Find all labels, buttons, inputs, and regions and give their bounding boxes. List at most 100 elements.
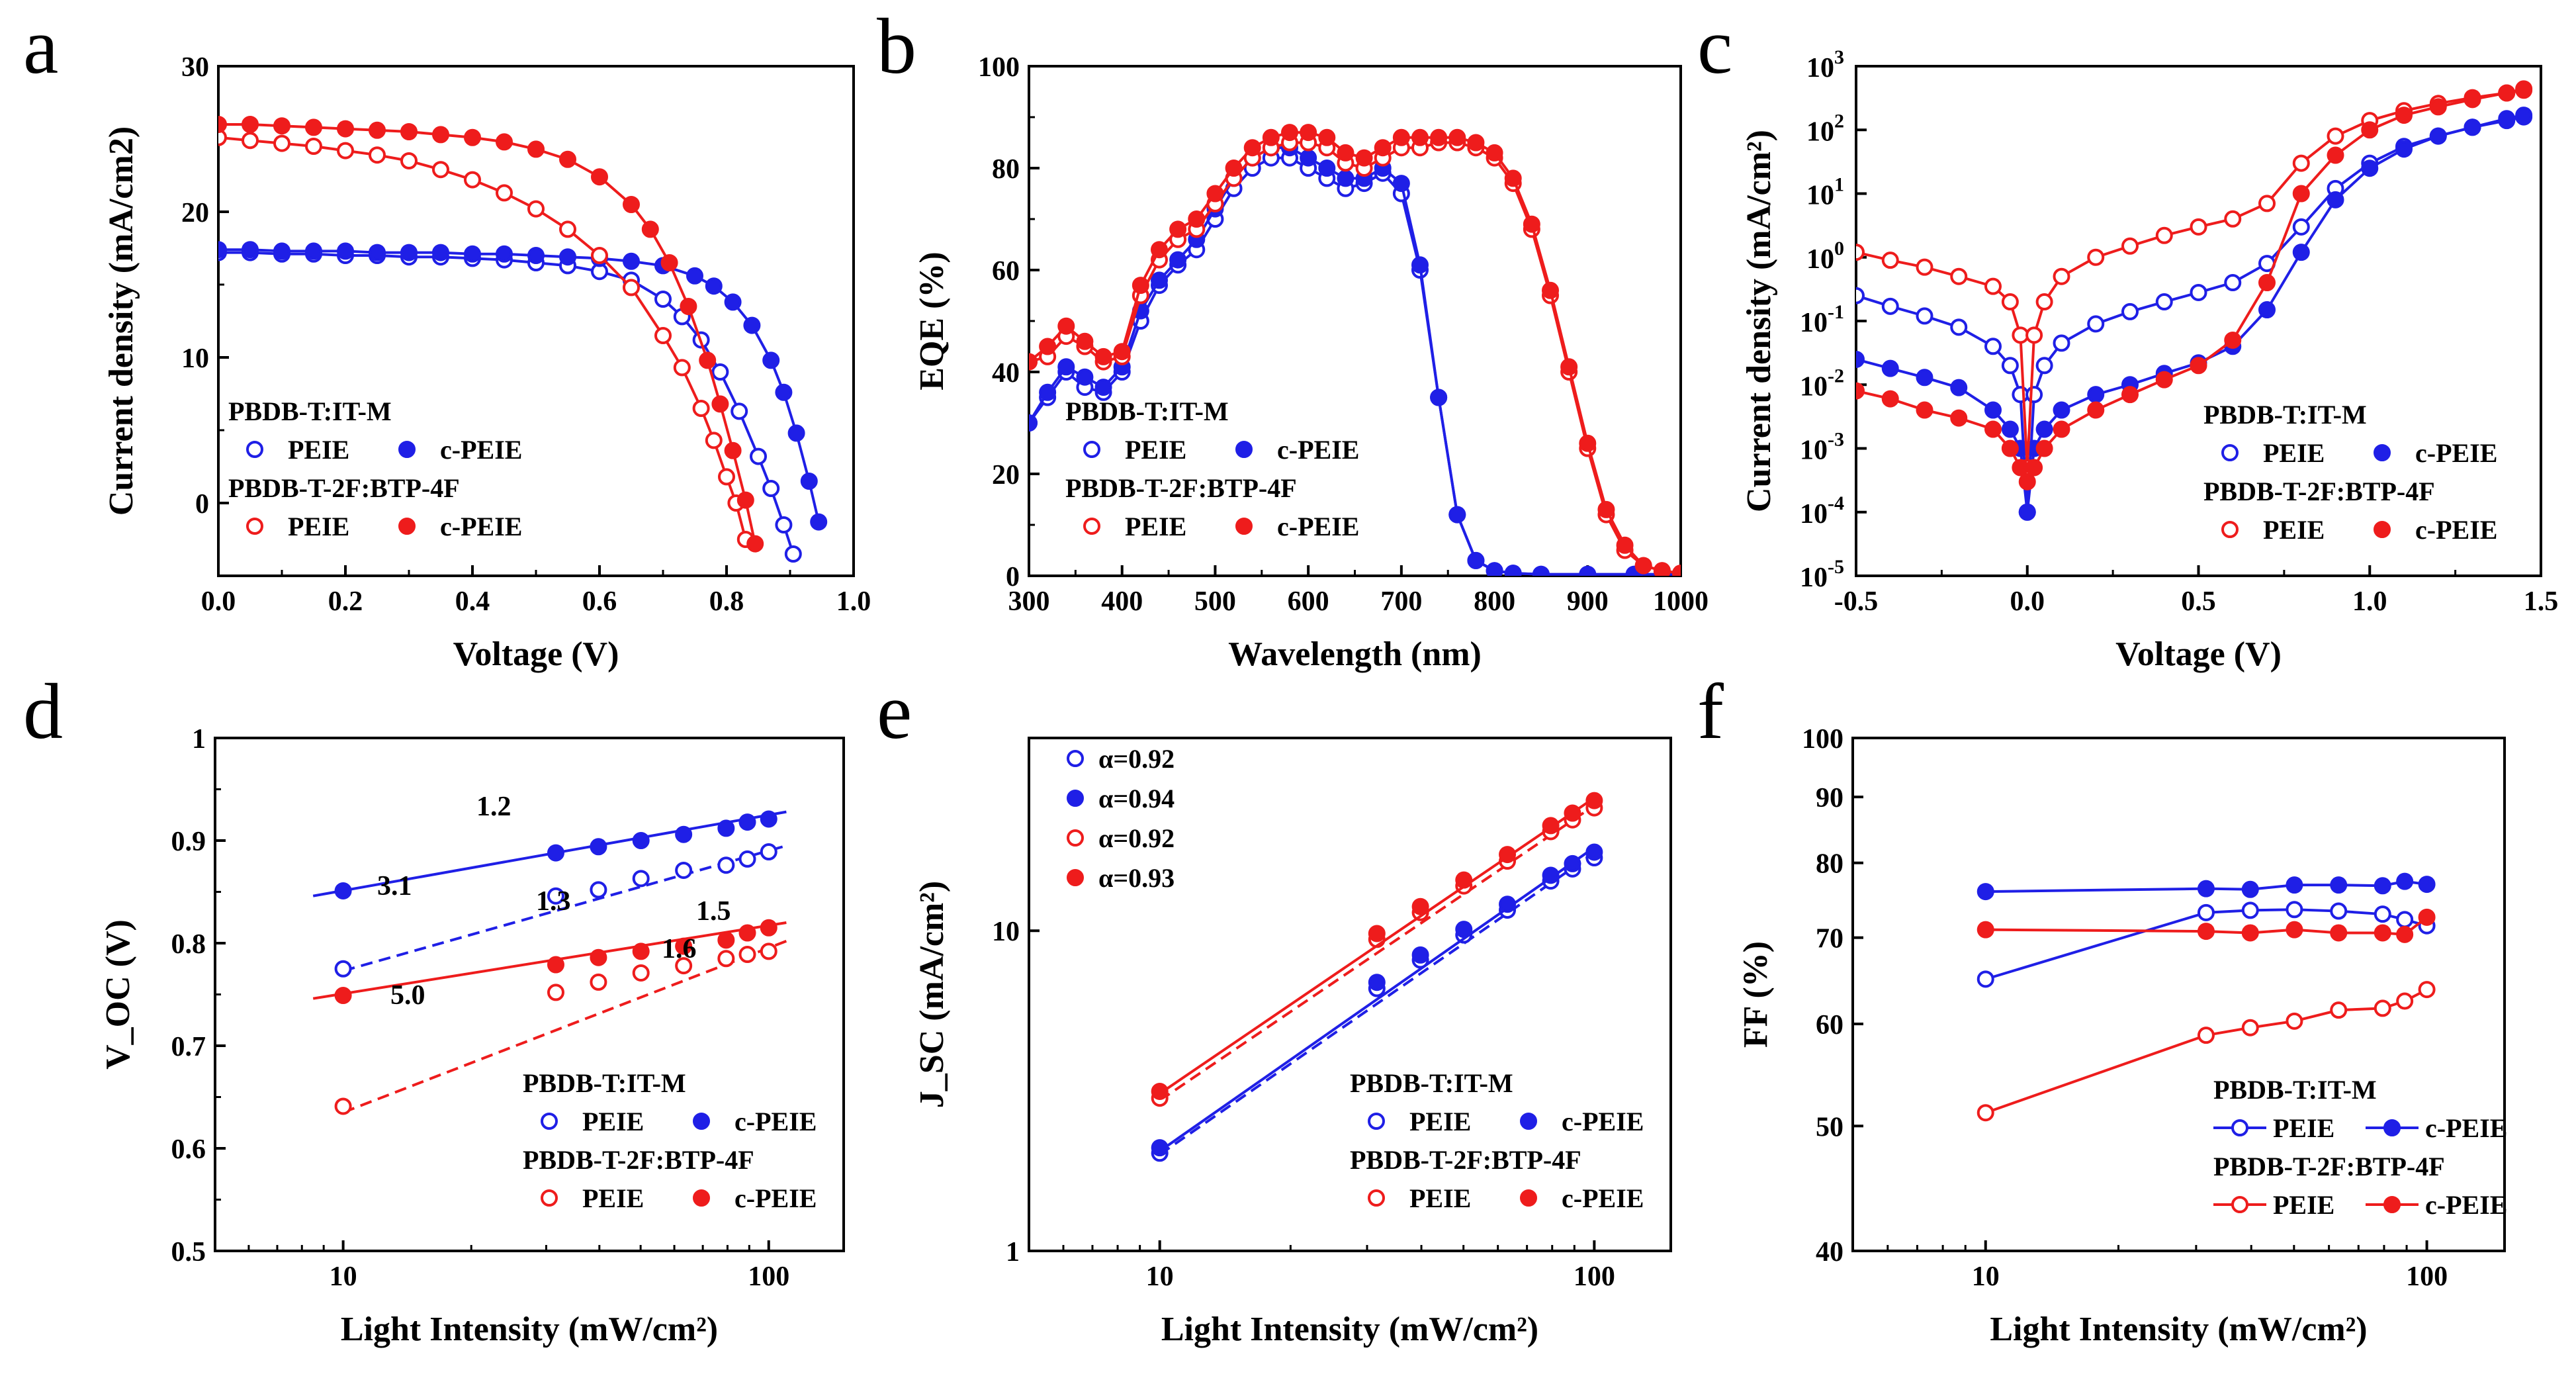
data-point: [711, 363, 729, 381]
x-tick-label: 100: [2406, 1262, 2448, 1292]
data-point: [2155, 371, 2173, 389]
legend-filled-marker: [693, 1189, 710, 1207]
data-point: [2330, 876, 2348, 894]
data-point: [717, 950, 735, 968]
y-tick-label: 0.7: [171, 1032, 206, 1062]
data-point: [2327, 127, 2344, 145]
data-point: [2053, 267, 2070, 285]
series-line-3: [218, 123, 757, 545]
data-point: [1984, 277, 2002, 295]
data-point: [590, 973, 607, 991]
data-point: [2197, 1027, 2215, 1044]
y-tick-exponent: -5: [1828, 556, 1844, 578]
data-point: [273, 117, 290, 135]
data-point: [242, 116, 259, 133]
legend-open-marker: [246, 518, 263, 535]
data-point: [1856, 382, 1865, 400]
data-point: [218, 128, 227, 146]
y-tick-label: 30: [181, 52, 209, 83]
data-point: [432, 126, 449, 144]
data-point: [1113, 343, 1131, 361]
slope-annotation: 1.6: [662, 934, 697, 964]
x-tick-label: 10: [330, 1262, 357, 1292]
data-point: [2025, 459, 2043, 477]
data-point: [632, 832, 650, 849]
data-point: [2258, 195, 2276, 212]
y-tick-label: 10-5: [1800, 556, 1844, 593]
data-point: [1448, 506, 1466, 524]
data-point: [400, 244, 418, 261]
data-point: [632, 942, 650, 960]
data-point: [1281, 124, 1298, 142]
data-point: [337, 142, 354, 160]
data-point: [590, 838, 607, 856]
data-point: [692, 400, 710, 417]
data-point: [2374, 924, 2391, 942]
data-point: [547, 984, 564, 1001]
y-tick-label: 100: [1806, 238, 1844, 275]
legend-filled-label: c-PEIE: [2425, 1113, 2507, 1143]
legend-group2-label: PBDB-T-2F:BTP-4F: [228, 473, 460, 503]
data-point: [305, 242, 322, 260]
y-tick-label: 102: [1806, 110, 1844, 147]
legend-filled-label: c-PEIE: [1277, 512, 1359, 541]
data-point: [1039, 383, 1057, 401]
legend-filled-marker: [1520, 1189, 1537, 1207]
plot-area: [1029, 124, 1681, 576]
legend-filled-marker: [2383, 1196, 2401, 1213]
y-tick-exponent: 0: [1834, 238, 1844, 259]
data-point: [2418, 981, 2436, 999]
y-tick-base: 10: [1800, 436, 1828, 466]
legend-open-marker: [1083, 518, 1100, 535]
x-axis-label: Light Intensity (mW/cm²): [1990, 1310, 2367, 1348]
data-point: [1564, 804, 1581, 822]
axes-frame: [1028, 737, 1672, 1252]
data-point: [1916, 258, 1933, 276]
data-point: [724, 293, 742, 311]
data-point: [2258, 274, 2276, 292]
legend-filled-marker: [1520, 1113, 1537, 1130]
data-point: [1151, 1082, 1169, 1100]
data-point: [334, 1097, 352, 1115]
legend-open-marker: [1368, 1113, 1385, 1130]
data-point: [1585, 843, 1603, 861]
data-point: [760, 810, 777, 828]
data-point: [1542, 866, 1560, 884]
panel-letter: c: [1697, 2, 1732, 90]
x-axis-label: Light Intensity (mW/cm²): [1161, 1310, 1538, 1348]
data-point: [2292, 244, 2310, 261]
data-point: [2515, 107, 2533, 124]
data-point: [2012, 386, 2029, 404]
data-point: [2025, 386, 2043, 404]
legend-open-marker: [2231, 1196, 2248, 1213]
plot-area: [1151, 792, 1603, 1162]
data-point: [1916, 401, 1933, 419]
y-axis-label: FF (%): [1737, 941, 1775, 1048]
y-tick-label: 60: [1816, 1010, 1843, 1040]
y-tick-label: 103: [1806, 46, 1844, 83]
data-point: [2374, 905, 2391, 923]
data-point: [1374, 139, 1392, 157]
data-point: [654, 291, 672, 308]
data-point: [1243, 139, 1261, 157]
data-point: [2155, 226, 2173, 244]
legend-filled-marker: [693, 1113, 710, 1130]
data-point: [2087, 248, 2105, 266]
data-point: [2374, 999, 2391, 1017]
legend-open-label: PEIE: [2273, 1113, 2334, 1143]
data-point: [1856, 244, 1865, 261]
x-axis-label: Voltage (V): [453, 635, 619, 673]
data-point: [1467, 551, 1485, 569]
data-point: [2361, 160, 2379, 177]
y-tick-label: 100: [1802, 724, 1843, 755]
data-point: [675, 957, 693, 975]
data-point: [2515, 80, 2533, 98]
data-point: [496, 133, 513, 151]
x-tick-label: 0.6: [582, 586, 617, 617]
data-point: [1950, 318, 1968, 336]
data-point: [1169, 220, 1187, 238]
data-point: [1262, 128, 1280, 146]
data-point: [2018, 473, 2036, 490]
data-point: [1151, 1139, 1169, 1157]
data-point: [1976, 1104, 1994, 1122]
